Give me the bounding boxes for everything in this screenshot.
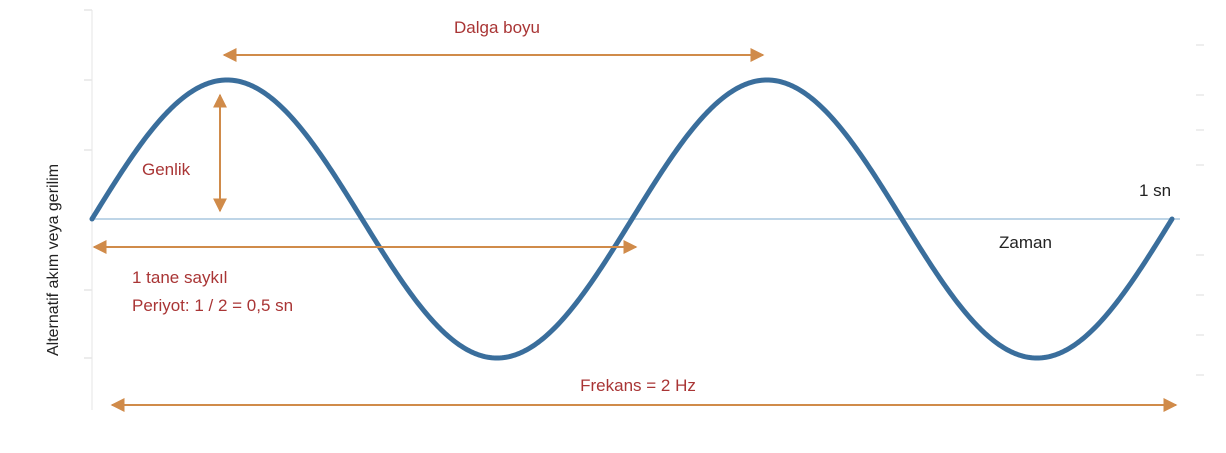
frequency-label: Frekans = 2 Hz [580, 376, 696, 395]
end-time-label: 1 sn [1139, 181, 1171, 200]
left-axis-ticks [84, 9, 92, 359]
amplitude-label: Genlik [142, 160, 191, 179]
wavelength-label: Dalga boyu [454, 18, 540, 37]
period-label: Periyot: 1 / 2 = 0,5 sn [132, 296, 293, 315]
right-axis-ticks [1196, 44, 1204, 376]
cycle-label: 1 tane saykıl [132, 268, 227, 287]
y-axis-label: Alternatif akım veya gerilim [45, 164, 62, 356]
sine-wave [89, 77, 1175, 361]
time-axis-label: Zaman [999, 233, 1052, 252]
